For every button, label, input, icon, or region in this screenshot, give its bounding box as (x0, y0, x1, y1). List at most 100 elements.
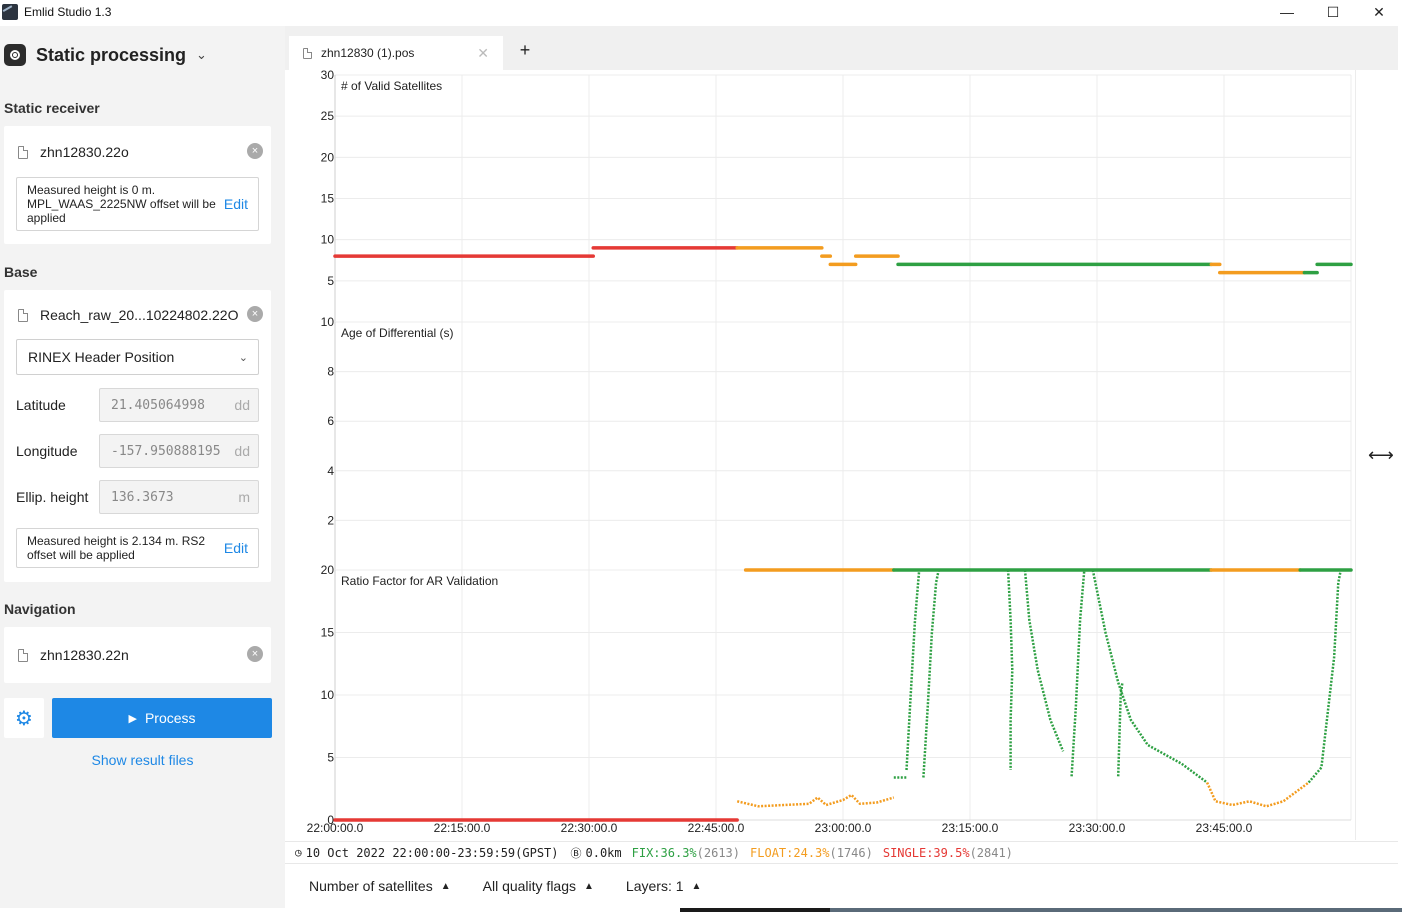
longitude-input[interactable]: -157.950888195 dd (99, 434, 259, 468)
base-card: Reach_raw_20...10224802.22O × RINEX Head… (4, 290, 271, 582)
height-unit: m (238, 489, 250, 505)
float-count: (1746) (829, 845, 873, 860)
y-tick-label: 5 (327, 274, 334, 288)
clear-file-icon[interactable]: × (247, 306, 263, 322)
float-percent: FLOAT:24.3% (750, 845, 830, 860)
gear-icon: ⚙ (15, 707, 33, 730)
layers-label: Layers: 1 (625, 878, 684, 894)
chevron-down-icon: ⌄ (196, 47, 207, 62)
plot-side-panel (1355, 70, 1398, 840)
base-filename: Reach_raw_20...10224802.22O (40, 307, 239, 323)
clear-file-icon[interactable]: × (247, 143, 263, 159)
height-label: Ellip. height (16, 489, 89, 505)
base-height-text: Measured height is 2.134 m. RS2 offset w… (27, 534, 206, 562)
static-receiver-file[interactable]: zhn12830.22o × (18, 143, 263, 160)
solution-plot[interactable]: 22:00:00.0 22:15:00.0 22:30:00.0 22:45:00.0… (285, 68, 1355, 846)
y-tick-label: 5 (327, 751, 334, 765)
close-tab-icon[interactable]: ✕ (477, 44, 489, 61)
static-mode-icon (4, 44, 26, 66)
new-tab-button[interactable]: + (519, 40, 531, 60)
y-tick-label: 10 (321, 688, 335, 702)
longitude-unit: dd (234, 443, 250, 459)
chevron-up-icon: ▲ (440, 880, 451, 892)
height-input[interactable]: 136.3673 m (99, 480, 259, 514)
navigation-file[interactable]: zhn12830.22n × (18, 646, 263, 663)
series-curve (1116, 682, 1124, 777)
y-tick-label: 25 (321, 109, 335, 123)
show-result-files-link[interactable]: Show result files (91, 752, 194, 768)
background-window-strip-mid (680, 908, 830, 912)
y-tick-label: 15 (321, 192, 335, 206)
close-window-button[interactable]: ✕ (1373, 3, 1385, 20)
window-controls: — ☐ ✕ (1264, 0, 1402, 24)
maximize-button[interactable]: ☐ (1326, 3, 1340, 20)
status-fix: FIX:36.3%(2613) (632, 846, 740, 860)
layers-dropdown[interactable]: Layers: 1 ▲ (626, 878, 702, 894)
status-datetime: 10 Oct 2022 22:00:00-23:59:59(GPST) (305, 845, 559, 860)
y-tick-label: 0 (327, 813, 334, 827)
panel-title: # of Valid Satellites (341, 79, 442, 93)
position-source-value: RINEX Header Position (28, 349, 175, 365)
status-bar: ◷ 10 Oct 2022 22:00:00-23:59:59(GPST) Ⓑ 0… (285, 841, 1398, 863)
file-icon (18, 308, 28, 322)
series-curve (736, 793, 895, 808)
series-curve (1070, 569, 1086, 777)
clear-file-icon[interactable]: × (247, 646, 263, 662)
y-tick-label: 6 (327, 414, 334, 428)
series-curve (1307, 569, 1343, 784)
quality-flags-label: All quality flags (482, 878, 577, 894)
position-source-select[interactable]: RINEX Header Position ⌄ (16, 339, 259, 375)
settings-button[interactable]: ⚙ (4, 698, 44, 738)
chevron-up-icon: ▲ (691, 880, 702, 892)
base-file[interactable]: Reach_raw_20...10224802.22O × (18, 306, 263, 323)
tab-result-file[interactable]: zhn12830 (1).pos ✕ (289, 36, 503, 70)
series-curve (922, 569, 940, 778)
latitude-input[interactable]: 21.405064998 dd (99, 388, 259, 422)
longitude-value: -157.950888195 (111, 443, 221, 459)
plot-controls-bar: Number of satellites ▲ All quality flags… (285, 863, 1398, 908)
resize-horizontal-icon[interactable]: ⟷ (1368, 445, 1394, 465)
process-label: Process (144, 710, 196, 726)
x-tick-label: 23:45:00.0 (1196, 821, 1253, 835)
mode-selector[interactable]: Static processing ⌄ (4, 44, 207, 66)
series-curve (1091, 569, 1208, 784)
y-tick-label: 10 (321, 315, 335, 329)
rover-height-edit-link[interactable]: Edit (223, 196, 248, 212)
window-title: Emlid Studio 1.3 (24, 5, 112, 19)
y-tick-label: 8 (327, 365, 334, 379)
height-row: Ellip. height 136.3673 m (16, 480, 259, 514)
process-button[interactable]: ▶ Process (52, 698, 272, 738)
static-receiver-card: zhn12830.22o × Measured height is 0 m. M… (4, 126, 271, 244)
navigation-card: zhn12830.22n × (4, 627, 271, 683)
navigation-label: Navigation (4, 601, 76, 617)
app-logo-icon (2, 4, 18, 20)
plot-area[interactable]: 22:00:00.0 22:15:00.0 22:30:00.0 22:45:00.0… (285, 68, 1398, 846)
y-tick-label: 4 (327, 464, 334, 478)
plot-type-dropdown[interactable]: Number of satellites ▲ (309, 878, 451, 894)
background-window-strip-left (0, 908, 680, 912)
fix-percent: FIX:36.3% (631, 845, 697, 860)
height-value: 136.3673 (111, 489, 174, 505)
static-receiver-filename: zhn12830.22o (40, 144, 129, 160)
y-tick-label: 2 (327, 513, 334, 527)
panel-title: Ratio Factor for AR Validation (341, 574, 498, 588)
single-count: (2841) (969, 845, 1013, 860)
quality-flags-dropdown[interactable]: All quality flags ▲ (483, 878, 594, 894)
x-tick-label: 22:30:00.0 (561, 821, 618, 835)
x-tick-label: 23:00:00.0 (815, 821, 872, 835)
x-tick-label: 22:45:00.0 (688, 821, 745, 835)
x-tick-label: 22:15:00.0 (434, 821, 491, 835)
rover-height-text: Measured height is 0 m. MPL_WAAS_2225NW … (27, 183, 216, 225)
mode-title: Static processing (36, 44, 187, 65)
status-distance: 0.0km (585, 845, 622, 860)
tab-label: zhn12830 (1).pos (321, 46, 415, 60)
chevron-down-icon: ⌄ (238, 351, 248, 364)
minimize-button[interactable]: — (1280, 4, 1294, 20)
file-icon (18, 145, 28, 159)
title-bar: Emlid Studio 1.3 — ☐ ✕ (0, 0, 1402, 24)
base-height-edit-link[interactable]: Edit (223, 540, 248, 556)
latitude-label: Latitude (16, 397, 66, 413)
panel-title: Age of Differential (s) (341, 326, 454, 340)
main-area: zhn12830 (1).pos ✕ + 22:00:00.0 22:15:00.… (285, 26, 1398, 908)
